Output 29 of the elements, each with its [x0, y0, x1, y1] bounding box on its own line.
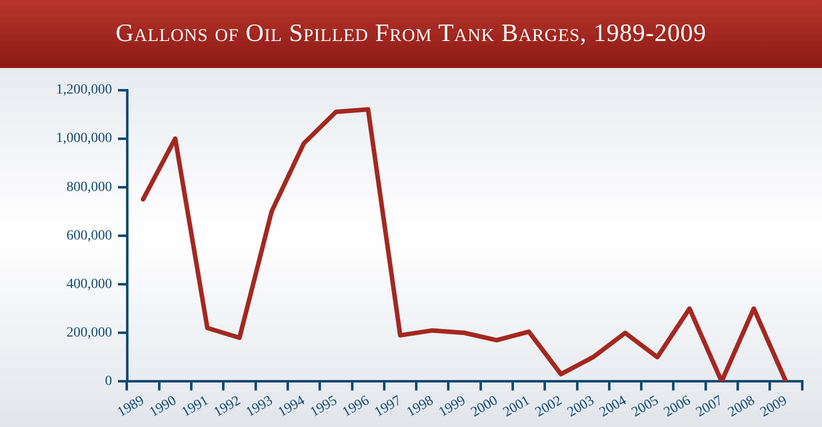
- x-tick-label: 1995: [308, 393, 340, 420]
- x-tick-label: 1990: [147, 393, 180, 420]
- y-tick-label: 1,000,000: [56, 131, 112, 146]
- x-tick-label: 2000: [468, 393, 500, 420]
- x-tick-label: 2002: [533, 393, 565, 420]
- y-tick-label: 0: [105, 374, 112, 390]
- x-tick-label: 2005: [629, 393, 662, 420]
- y-tick-label: 800,000: [66, 180, 112, 195]
- x-tick-label: 1999: [436, 393, 468, 420]
- x-tick-label: 1993: [244, 393, 276, 420]
- x-tick-label: 2004: [597, 393, 630, 420]
- y-tick-label: 1,200,000: [56, 82, 112, 98]
- x-tick-label: 1996: [340, 393, 372, 420]
- x-tick-label: 1998: [404, 393, 436, 420]
- y-tick-label: 200,000: [66, 326, 112, 341]
- x-tick-label: 1991: [179, 393, 212, 420]
- x-tick-label: 2006: [662, 393, 694, 420]
- y-tick-label: 600,000: [66, 228, 112, 244]
- x-tick-label: 2008: [726, 393, 758, 420]
- chart-title: Gallons of Oil Spilled From Tank Barges, 1989-2009: [0, 0, 822, 68]
- x-tick-label: 1997: [372, 393, 404, 420]
- x-tick-label: 2001: [500, 393, 533, 420]
- x-tick-label: 1989: [115, 393, 147, 420]
- x-tick-label: 2007: [694, 393, 726, 420]
- x-tick-label: 1992: [212, 393, 244, 420]
- x-tick-label: 1994: [276, 393, 308, 420]
- x-tick-label: 2009: [758, 393, 790, 420]
- y-tick-label: 400,000: [66, 276, 112, 292]
- x-tick-label: 2003: [565, 393, 597, 420]
